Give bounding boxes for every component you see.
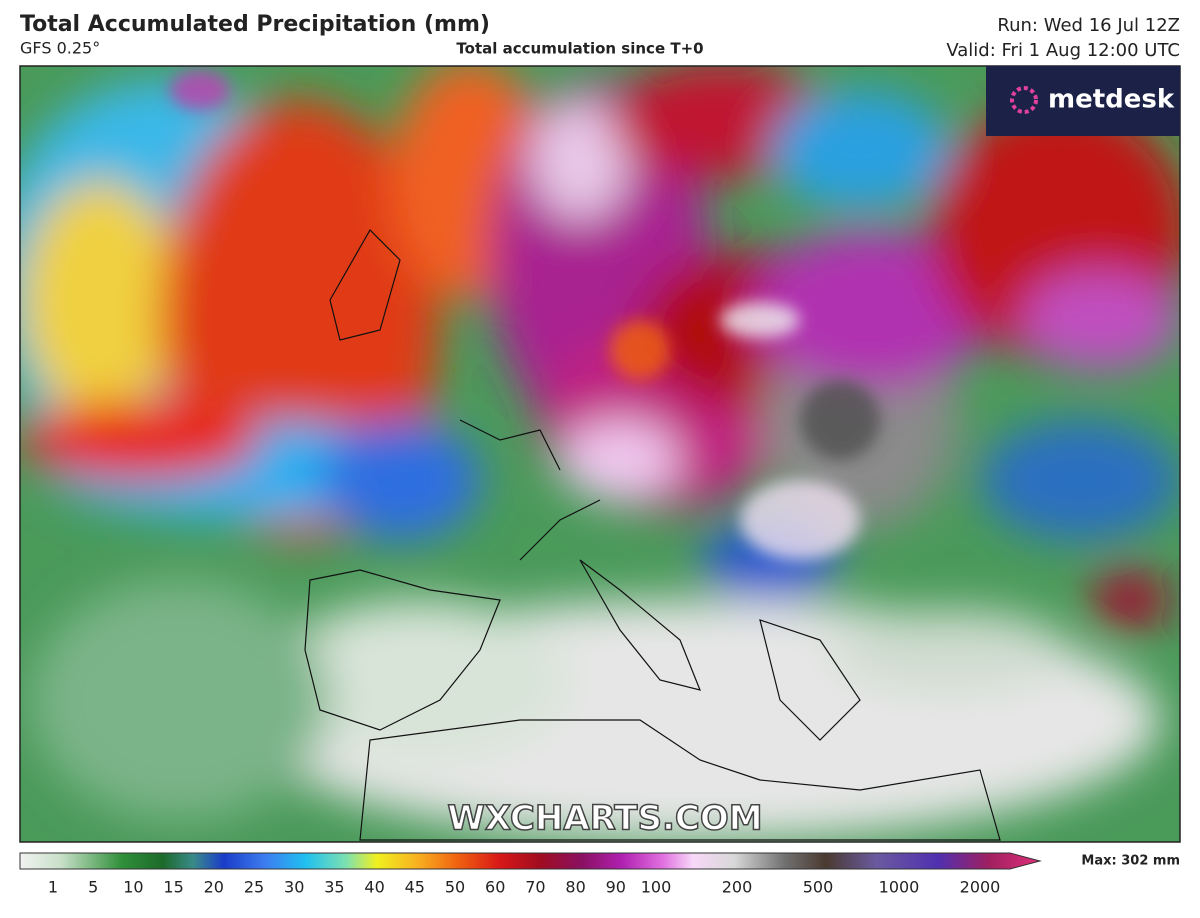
subtitle: Total accumulation since T+0 <box>456 40 703 58</box>
colorbar-tick-label: 15 <box>163 878 183 897</box>
map-frame <box>19 65 1181 843</box>
max-value: Max: 302 mm <box>1081 854 1180 869</box>
colorbar-tick-label: 60 <box>485 878 505 897</box>
colorbar-tick-label: 35 <box>324 878 344 897</box>
colorbar-tick-label: 40 <box>364 878 384 897</box>
logo: metdesk <box>1048 85 1175 115</box>
colorbar-tick-label: 500 <box>803 878 834 897</box>
colorbar-tick-label: 10 <box>123 878 143 897</box>
colorbar <box>19 852 1042 870</box>
colorbar-ticks: 1 5 10 15 20 25 30 35 40 45 50 60 70 80 90 100 200 500 100… <box>48 878 1000 897</box>
colorbar-tick-label: 100 <box>641 878 672 897</box>
title: Total Accumulated Precipitation (mm) <box>20 12 490 37</box>
colorbar-tick-label: 2000 <box>960 878 1001 897</box>
colorbar-tick-label: 200 <box>722 878 753 897</box>
colorbar-tick-label: 1000 <box>879 878 920 897</box>
model: GFS 0.25° <box>20 39 100 58</box>
colorbar-tick-label: 90 <box>606 878 626 897</box>
colorbar-tick-label: 80 <box>565 878 585 897</box>
precipitation-map: WXCHARTS.COM <box>20 66 1180 842</box>
coastline <box>304 229 1001 841</box>
colorbar-tick-label: 1 <box>48 878 58 897</box>
colorbar-tick-label: 20 <box>204 878 224 897</box>
colorbar-tick-label: 45 <box>405 878 425 897</box>
colorbar-tick-label: 50 <box>445 878 465 897</box>
valid-time: Valid: Fri 1 Aug 12:00 UTC <box>946 40 1180 61</box>
run-time: Run: Wed 16 Jul 12Z <box>997 15 1180 36</box>
colorbar-tick-label: 30 <box>284 878 304 897</box>
colorbar-tick-label: 25 <box>244 878 264 897</box>
watermark: WXCHARTS.COM <box>447 799 762 839</box>
colorbar-tick-label: 70 <box>525 878 545 897</box>
logo-box: metdesk <box>986 66 1180 136</box>
colorbar-tick-label: 5 <box>88 878 98 897</box>
